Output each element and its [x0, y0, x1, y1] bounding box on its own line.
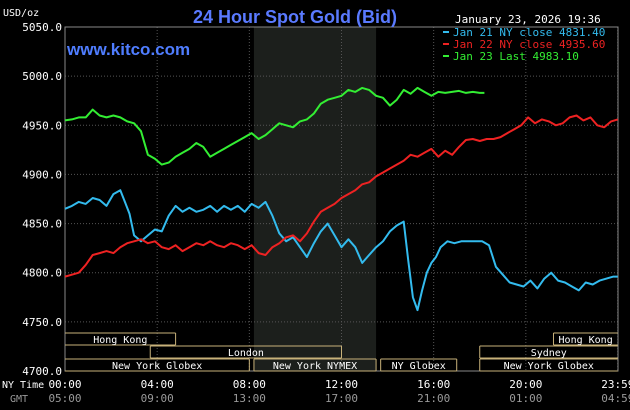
y-tick-label: 4900.0: [22, 168, 62, 181]
x-tick-label-gmt: 09:00: [141, 392, 174, 405]
session-new-york-globex: New York Globex: [65, 358, 250, 372]
x-tick-label-ny: 20:00: [509, 378, 542, 391]
series-line-2: [64, 114, 619, 278]
x-tick-label-gmt: 21:00: [417, 392, 450, 405]
session-new-york-globex: New York Globex: [479, 358, 618, 372]
session-sydney: Sydney: [479, 345, 618, 359]
legend-entry: Jan 22 NY close 4935.60: [453, 38, 605, 51]
series-line-1: [64, 189, 618, 312]
y-tick-label: 4700.0: [22, 365, 62, 378]
session-ny-globex: NY Globex: [380, 358, 458, 372]
session-label: New York Globex: [112, 361, 202, 372]
session-hong-kong: Hong Kong: [65, 332, 177, 346]
y-tick-label: 4850.0: [22, 218, 62, 231]
session-label: London: [228, 348, 264, 359]
x-tick-label-ny: 08:00: [233, 378, 266, 391]
y-tick-label: 5000.0: [22, 70, 62, 83]
y-tick-label: 5050.0: [22, 21, 62, 34]
unit-label: USD/oz: [3, 8, 39, 19]
session-london: London: [149, 345, 342, 359]
chart-title: 24 Hour Spot Gold (Bid): [193, 7, 397, 27]
nymex-highlight-band: [253, 27, 377, 371]
session-label: Hong Kong: [559, 335, 613, 346]
x-tick-label-ny: 23:59: [601, 378, 630, 391]
legend-entry: Jan 21 NY close 4831.40: [453, 26, 605, 39]
x-tick-label-gmt: 04:59: [601, 392, 630, 405]
legend-entry: Jan 23 Last 4983.10: [453, 50, 579, 63]
series-line-3: [64, 86, 485, 166]
x-tick-label-ny: 04:00: [141, 378, 174, 391]
session-label: Sydney: [531, 348, 567, 359]
x-tick-label-gmt: 01:00: [509, 392, 542, 405]
timestamp: January 23, 2026 19:36: [455, 13, 601, 26]
y-tick-label: 4750.0: [22, 316, 62, 329]
x-tick-label-ny: 12:00: [325, 378, 358, 391]
x-row-label-ny: NY Time: [2, 380, 44, 391]
session-label: Hong Kong: [93, 335, 147, 346]
session-new-york-nymex: New York NYMEX: [253, 358, 377, 372]
x-tick-label-ny: 16:00: [417, 378, 450, 391]
x-tick-label-ny: 00:00: [48, 378, 81, 391]
session-label: NY Globex: [392, 361, 446, 372]
x-tick-label-gmt: 17:00: [325, 392, 358, 405]
site-label: www.kitco.com: [66, 40, 190, 59]
x-row-label-gmt: GMT: [10, 394, 28, 405]
session-label: New York Globex: [504, 361, 594, 372]
session-hong-kong: Hong Kong: [552, 332, 618, 346]
session-label: New York NYMEX: [273, 361, 357, 372]
x-tick-label-gmt: 13:00: [233, 392, 266, 405]
y-tick-label: 4800.0: [22, 267, 62, 280]
x-tick-label-gmt: 05:00: [48, 392, 81, 405]
y-tick-label: 4950.0: [22, 119, 62, 132]
